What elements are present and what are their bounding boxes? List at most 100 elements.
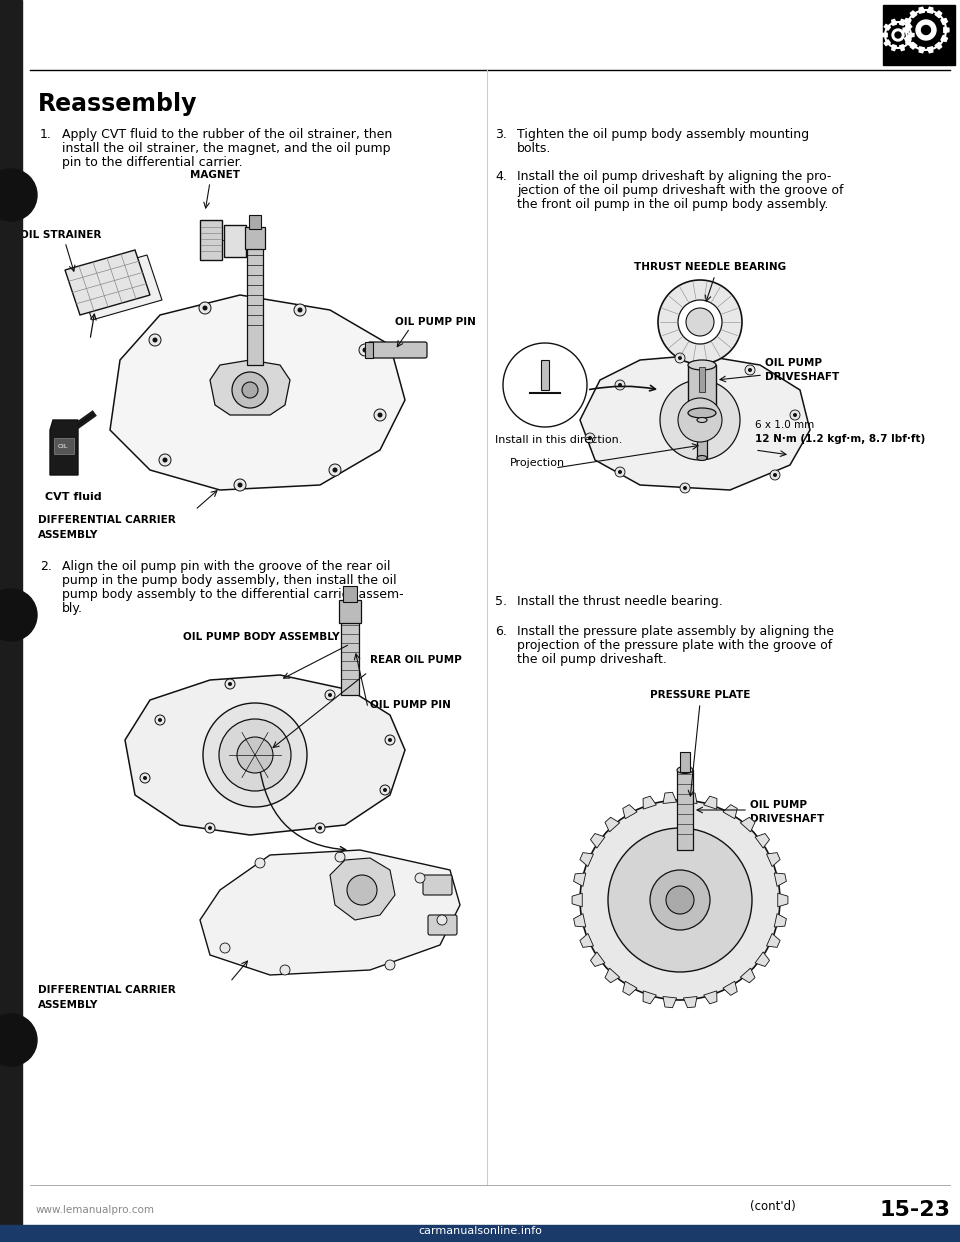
Circle shape xyxy=(203,703,307,807)
Circle shape xyxy=(580,800,780,1000)
Polygon shape xyxy=(766,934,780,948)
Polygon shape xyxy=(704,796,717,809)
Text: 1.: 1. xyxy=(40,128,52,142)
Circle shape xyxy=(683,486,687,491)
Circle shape xyxy=(385,735,395,745)
Polygon shape xyxy=(910,42,917,48)
Circle shape xyxy=(588,436,592,440)
Bar xyxy=(200,220,222,260)
Circle shape xyxy=(329,465,341,476)
Text: 6 x 1.0 mm: 6 x 1.0 mm xyxy=(755,420,814,430)
Bar xyxy=(341,620,359,696)
Bar xyxy=(249,215,261,229)
Circle shape xyxy=(618,383,622,388)
Circle shape xyxy=(208,826,212,830)
Polygon shape xyxy=(740,968,755,982)
Text: DIFFERENTIAL CARRIER: DIFFERENTIAL CARRIER xyxy=(38,515,176,525)
Circle shape xyxy=(149,334,161,347)
Circle shape xyxy=(686,308,714,337)
Circle shape xyxy=(0,169,37,221)
Bar xyxy=(697,420,707,458)
Circle shape xyxy=(374,409,386,421)
Text: www.lemanualpro.com: www.lemanualpro.com xyxy=(36,1205,155,1215)
Polygon shape xyxy=(884,40,891,46)
Text: bolts.: bolts. xyxy=(517,142,551,155)
Polygon shape xyxy=(774,914,786,927)
Circle shape xyxy=(237,737,273,773)
Polygon shape xyxy=(605,968,619,982)
Bar xyxy=(699,366,705,392)
Polygon shape xyxy=(200,850,460,975)
Polygon shape xyxy=(65,250,150,315)
Polygon shape xyxy=(723,805,737,818)
Polygon shape xyxy=(77,255,162,320)
Polygon shape xyxy=(904,35,911,41)
Circle shape xyxy=(325,691,335,700)
Bar xyxy=(54,438,74,455)
Polygon shape xyxy=(905,40,912,46)
Polygon shape xyxy=(580,853,593,867)
Text: Install the thrust needle bearing.: Install the thrust needle bearing. xyxy=(517,595,723,609)
Text: 15-23: 15-23 xyxy=(879,1200,950,1220)
Text: pin to the differential carrier.: pin to the differential carrier. xyxy=(62,156,243,169)
Bar xyxy=(339,600,361,623)
Circle shape xyxy=(280,965,290,975)
Text: (cont'd): (cont'd) xyxy=(750,1200,796,1213)
Circle shape xyxy=(158,718,162,722)
Circle shape xyxy=(660,380,740,460)
Bar xyxy=(688,365,716,414)
Ellipse shape xyxy=(697,417,707,422)
Text: install the oil strainer, the magnet, and the oil pump: install the oil strainer, the magnet, an… xyxy=(62,142,391,155)
Polygon shape xyxy=(723,981,737,995)
Circle shape xyxy=(153,338,157,343)
Text: 6.: 6. xyxy=(495,625,507,638)
FancyBboxPatch shape xyxy=(368,342,427,358)
Circle shape xyxy=(377,412,382,417)
Polygon shape xyxy=(605,817,619,832)
Text: OIL PUMP: OIL PUMP xyxy=(750,800,807,810)
Bar xyxy=(247,245,263,365)
Text: PRESSURE PLATE: PRESSURE PLATE xyxy=(650,691,750,700)
Polygon shape xyxy=(778,893,788,907)
Polygon shape xyxy=(900,20,904,25)
Text: OIL PUMP PIN: OIL PUMP PIN xyxy=(395,317,476,327)
Ellipse shape xyxy=(688,409,716,419)
Circle shape xyxy=(680,483,690,493)
Ellipse shape xyxy=(677,766,693,774)
Circle shape xyxy=(608,828,752,972)
Text: Install the pressure plate assembly by aligning the: Install the pressure plate assembly by a… xyxy=(517,625,834,638)
Circle shape xyxy=(219,719,291,791)
Polygon shape xyxy=(892,45,897,51)
Text: THRUST NEEDLE BEARING: THRUST NEEDLE BEARING xyxy=(634,262,786,272)
Circle shape xyxy=(203,306,207,310)
Polygon shape xyxy=(50,420,78,474)
Circle shape xyxy=(618,469,622,474)
Text: 5.: 5. xyxy=(495,595,507,609)
Circle shape xyxy=(335,852,345,862)
Polygon shape xyxy=(920,7,924,14)
Polygon shape xyxy=(684,996,697,1007)
Circle shape xyxy=(225,679,235,689)
Text: Align the oil pump pin with the groove of the rear oil: Align the oil pump pin with the groove o… xyxy=(62,560,391,573)
Circle shape xyxy=(220,943,230,953)
Circle shape xyxy=(237,482,243,488)
Polygon shape xyxy=(643,796,657,809)
FancyBboxPatch shape xyxy=(428,915,457,935)
Polygon shape xyxy=(580,934,593,948)
Polygon shape xyxy=(210,360,290,415)
Polygon shape xyxy=(910,11,917,17)
Text: the front oil pump in the oil pump body assembly.: the front oil pump in the oil pump body … xyxy=(517,197,828,211)
Circle shape xyxy=(0,589,37,641)
Polygon shape xyxy=(756,951,770,966)
Polygon shape xyxy=(623,805,637,818)
Text: OIL PUMP BODY ASSEMBLY: OIL PUMP BODY ASSEMBLY xyxy=(183,632,340,642)
Polygon shape xyxy=(663,792,677,804)
Circle shape xyxy=(294,304,306,315)
Circle shape xyxy=(228,682,232,686)
Text: pump body assembly to the differential carrier assem-: pump body assembly to the differential c… xyxy=(62,587,403,601)
Text: REAR OIL PUMP: REAR OIL PUMP xyxy=(370,655,462,664)
Polygon shape xyxy=(330,858,395,920)
Ellipse shape xyxy=(688,360,716,370)
Text: DIFFERENTIAL CARRIER: DIFFERENTIAL CARRIER xyxy=(38,985,176,995)
Circle shape xyxy=(143,776,147,780)
